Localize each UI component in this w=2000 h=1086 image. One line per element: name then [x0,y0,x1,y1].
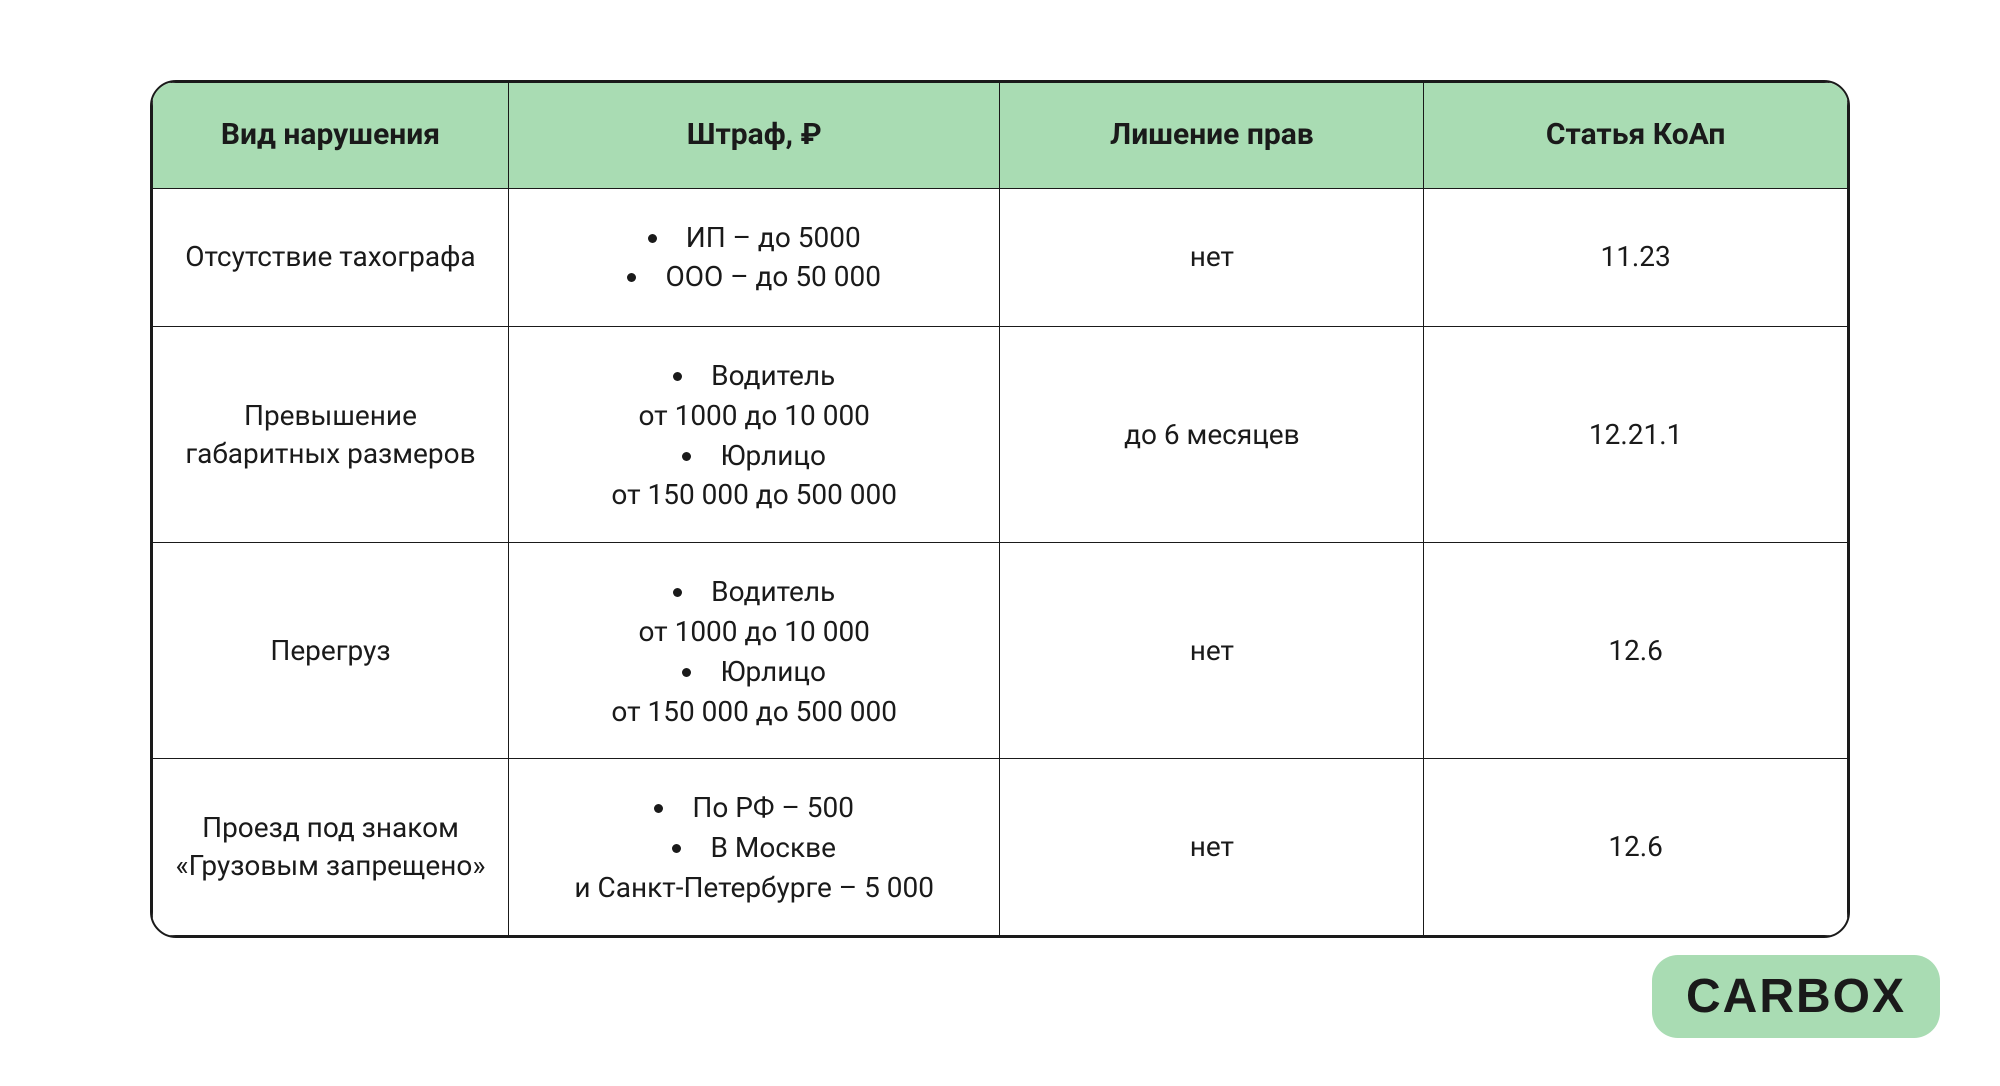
cell-violation: Отсутствие тахографа [153,188,509,327]
page: Вид нарушения Штраф, ₽ Лишение прав Стат… [0,0,2000,1086]
cell-revocation: нет [1000,759,1424,935]
cell-violation: Превышение габаритных размеров [153,327,509,543]
fine-subline: от 150 000 до 500 000 [529,693,980,731]
table-row: Проезд под знаком «Грузовым запрещено»По… [153,759,1848,935]
table-row: Превышение габаритных размеровВодительот… [153,327,1848,543]
col-header-fine: Штраф, ₽ [508,83,1000,189]
cell-fine: По РФ – 500В Москвеи Санкт-Петербурге – … [508,759,1000,935]
cell-revocation: нет [1000,188,1424,327]
cell-violation: Перегруз [153,543,509,759]
cell-revocation: нет [1000,543,1424,759]
fine-list-item: Юрлицо [529,437,980,475]
cell-article: 12.6 [1424,543,1848,759]
fine-list-item: Водитель [529,357,980,395]
fine-list: ИП – до 5000ООО – до 50 000 [529,219,980,297]
fine-subline: от 1000 до 10 000 [529,613,980,651]
fine-subline: от 1000 до 10 000 [529,397,980,435]
logo-badge: CARBOX [1652,955,1940,1038]
fine-list-item: В Москве [529,829,980,867]
fine-subline: от 150 000 до 500 000 [529,476,980,514]
fine-list-item: Юрлицо [529,653,980,691]
table-header-row: Вид нарушения Штраф, ₽ Лишение прав Стат… [153,83,1848,189]
col-header-article: Статья КоАп [1424,83,1848,189]
fine-list: Водительот 1000 до 10 000Юрлицоот 150 00… [529,573,980,730]
fine-list: По РФ – 500В Москвеи Санкт-Петербурге – … [529,789,980,906]
fine-list-item: По РФ – 500 [529,789,980,827]
logo-text: CARBOX [1686,970,1906,1023]
violations-table-wrap: Вид нарушения Штраф, ₽ Лишение прав Стат… [150,80,1850,938]
fine-list-item: ИП – до 5000 [529,219,980,257]
cell-article: 11.23 [1424,188,1848,327]
col-header-violation: Вид нарушения [153,83,509,189]
col-header-revocation: Лишение прав [1000,83,1424,189]
cell-article: 12.6 [1424,759,1848,935]
table-body: Отсутствие тахографа ИП – до 5000ООО – до… [153,188,1848,935]
fine-list-item: Водитель [529,573,980,611]
fine-list-item: ООО – до 50 000 [529,258,980,296]
fine-list: Водительот 1000 до 10 000Юрлицоот 150 00… [529,357,980,514]
cell-violation: Проезд под знаком «Грузовым запрещено» [153,759,509,935]
table-row: Отсутствие тахографа ИП – до 5000ООО – до… [153,188,1848,327]
cell-fine: Водительот 1000 до 10 000Юрлицоот 150 00… [508,327,1000,543]
fine-subline: и Санкт-Петербурге – 5 000 [529,869,980,907]
table-row: ПерегрузВодительот 1000 до 10 000Юрлицоо… [153,543,1848,759]
cell-fine: ИП – до 5000ООО – до 50 000 [508,188,1000,327]
cell-fine: Водительот 1000 до 10 000Юрлицоот 150 00… [508,543,1000,759]
cell-revocation: до 6 месяцев [1000,327,1424,543]
violations-table: Вид нарушения Штраф, ₽ Лишение прав Стат… [152,82,1848,936]
cell-article: 12.21.1 [1424,327,1848,543]
